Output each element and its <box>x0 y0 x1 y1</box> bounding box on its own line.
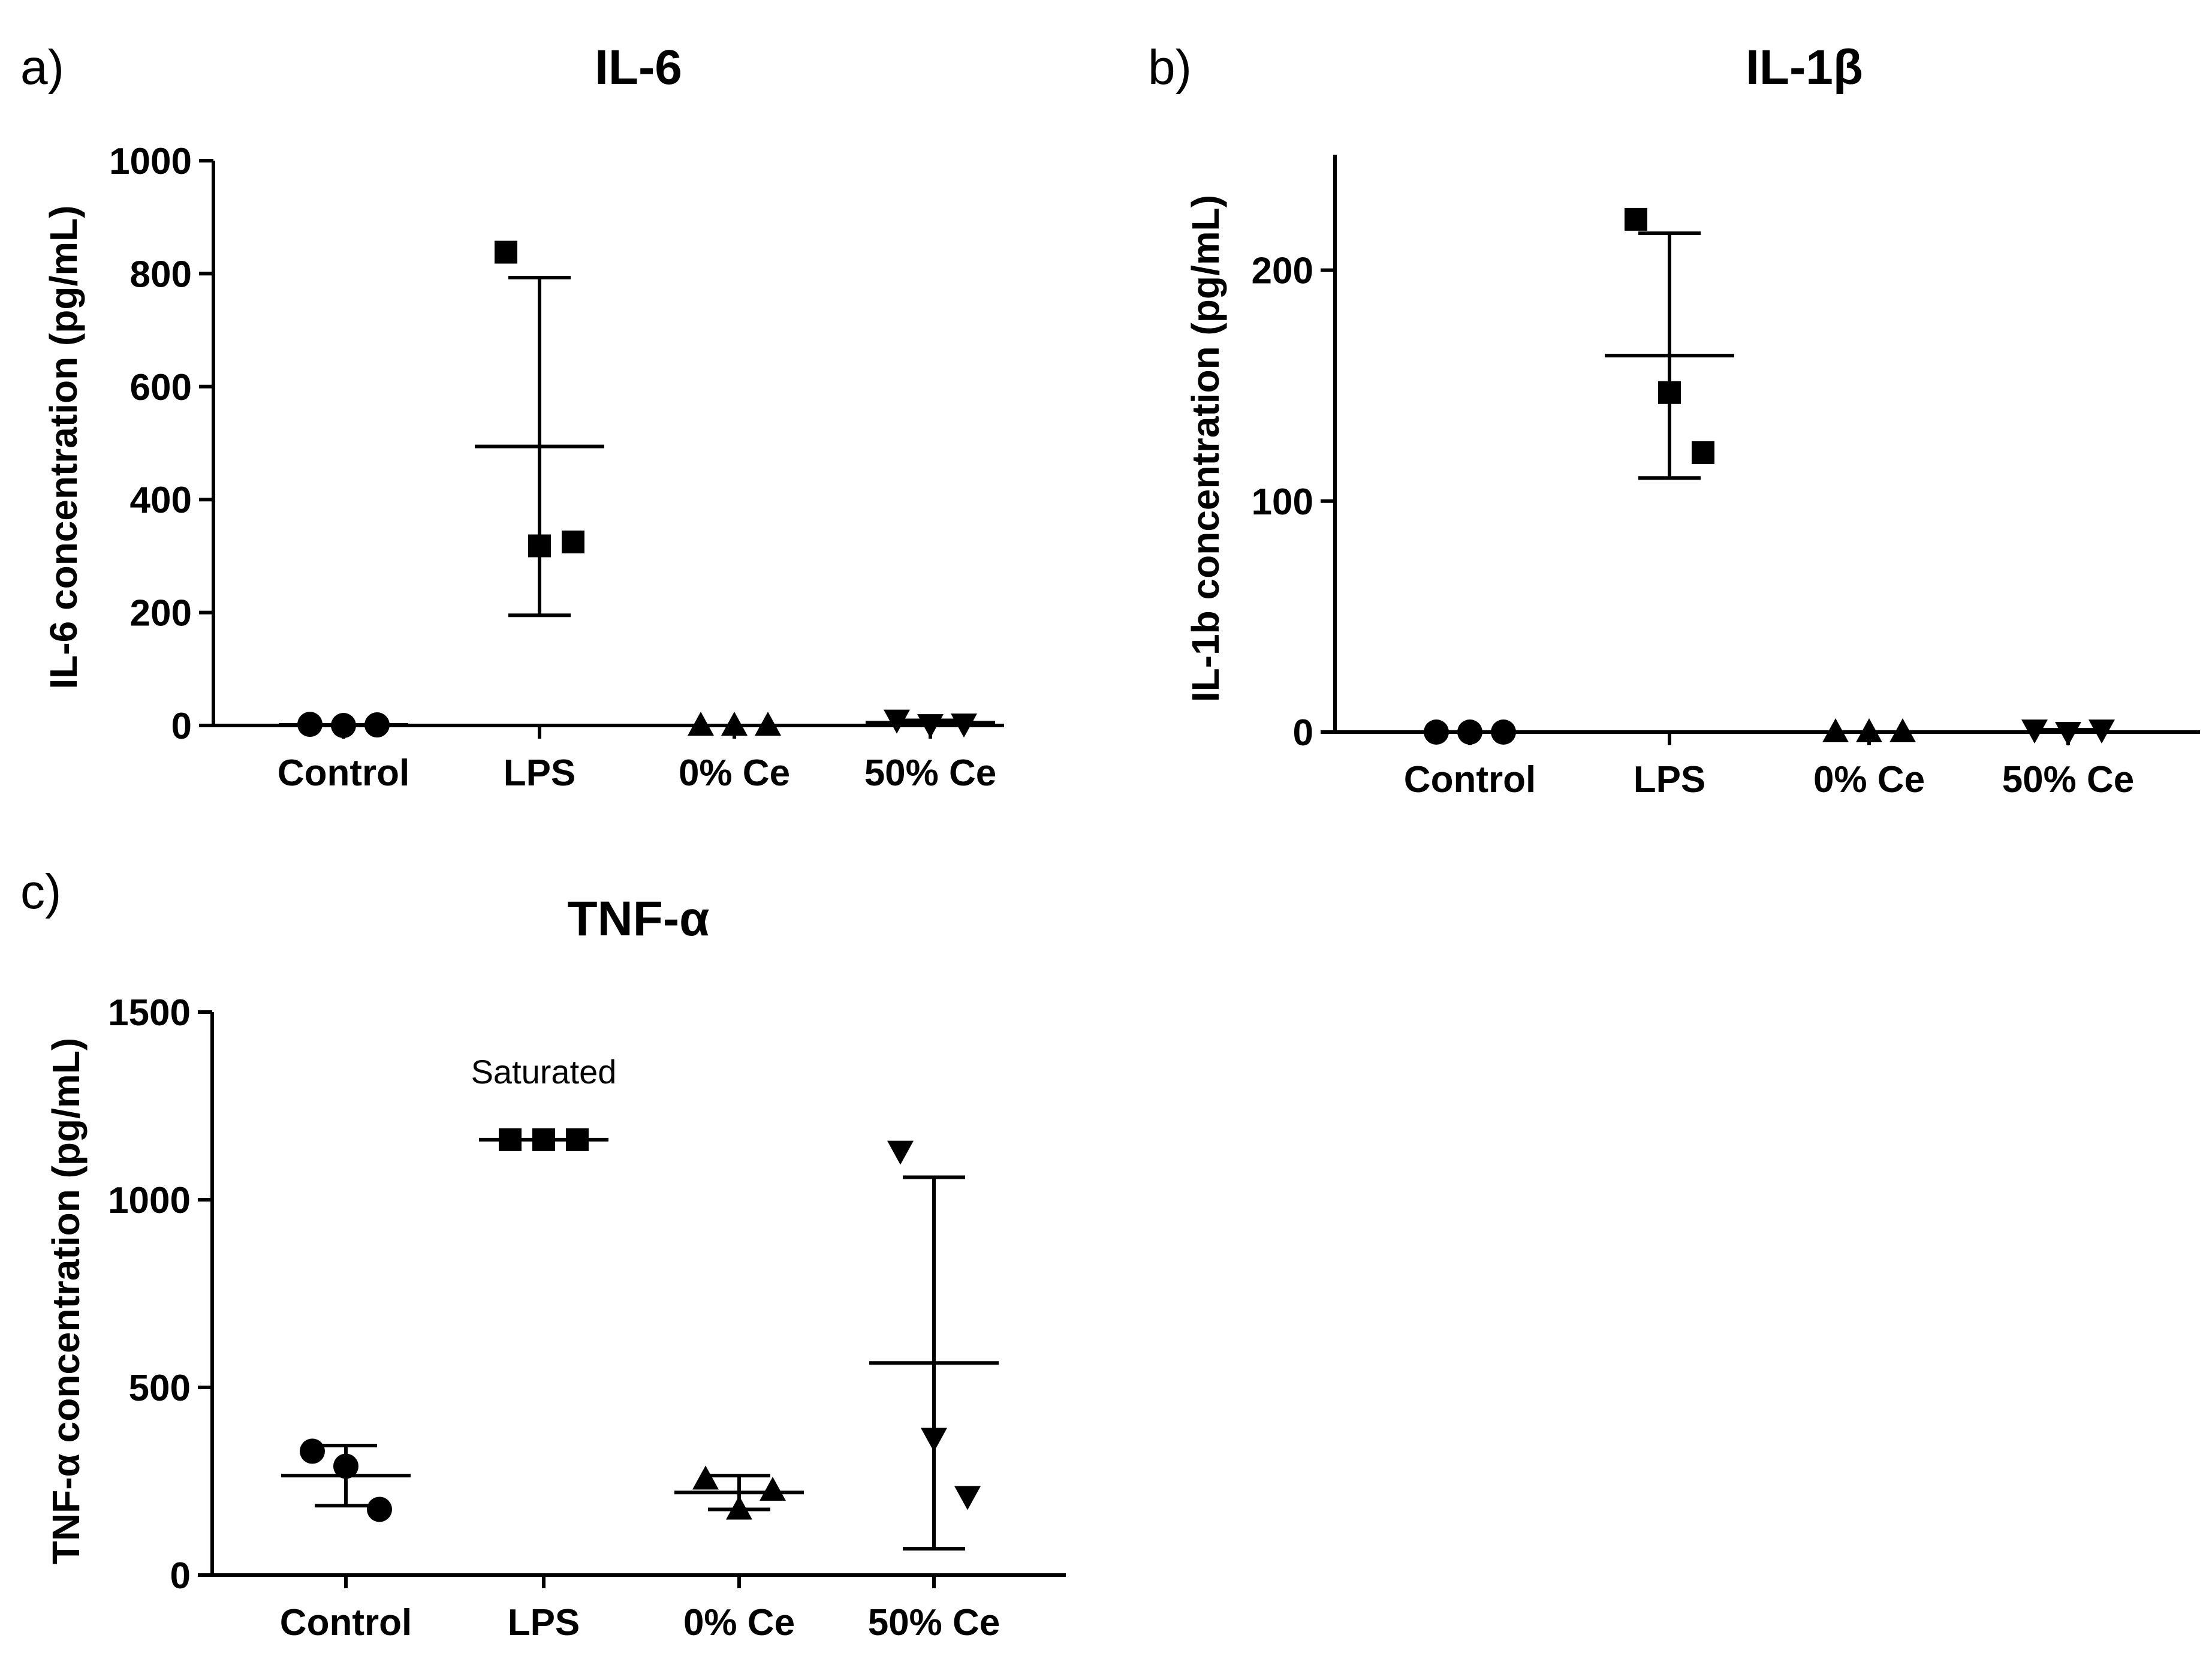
y-tick-label: 800 <box>130 254 192 295</box>
chart-title: IL-1β <box>1746 40 1863 95</box>
x-tick-label: 50% Ce <box>864 752 997 794</box>
data-point-square <box>562 530 584 553</box>
data-point-circle <box>1424 719 1449 745</box>
data-point-triangle-up <box>1889 718 1916 742</box>
y-tick-label: 200 <box>1252 251 1313 292</box>
data-point-triangle-up <box>726 1495 752 1520</box>
x-tick-label: 0% Ce <box>683 1602 795 1643</box>
data-point-square <box>528 534 551 558</box>
x-tick-label: 0% Ce <box>1813 759 1925 800</box>
y-tick-label: 100 <box>1252 481 1313 523</box>
data-point-triangle-down <box>917 714 944 739</box>
data-point-square <box>499 1128 522 1151</box>
data-point-triangle-up <box>688 712 714 736</box>
data-point-triangle-up <box>1856 718 1882 742</box>
data-point-square <box>1692 441 1714 464</box>
panel-label: b) <box>1148 40 1192 95</box>
y-tick-label: 0 <box>1293 712 1313 754</box>
x-tick-label: 50% Ce <box>868 1602 1000 1643</box>
panel-c-tnfa: c) TNF-α TNF-α concentration (pg/mL) 0 50… <box>20 865 1066 1643</box>
data-point-triangle-down <box>921 1428 947 1452</box>
data-point-triangle-up <box>692 1465 719 1490</box>
data-point-triangle-down <box>2055 722 2081 746</box>
x-tick-label: Control <box>278 752 409 794</box>
y-axis-label: TNF-α concentration (pg/mL) <box>44 1038 88 1564</box>
x-tick-label: LPS <box>504 752 576 794</box>
panel-label: c) <box>20 865 61 919</box>
data-point-circle <box>1491 719 1516 745</box>
data-point-triangle-up <box>760 1477 786 1501</box>
data-point-triangle-down <box>951 713 977 738</box>
y-axis-label: IL-1b concentration (pg/mL) <box>1184 195 1227 702</box>
x-tick-label: Control <box>280 1602 412 1643</box>
x-tick-label: 0% Ce <box>679 752 790 794</box>
chart-title: TNF-α <box>567 892 709 946</box>
data-point-circle <box>367 1497 392 1522</box>
data-point-square <box>495 240 517 264</box>
data-point-circle <box>300 1438 325 1464</box>
data-point-triangle-down <box>2089 719 2115 744</box>
data-point-triangle-up <box>755 712 781 736</box>
y-tick-label: 0 <box>171 706 192 747</box>
panel-label: a) <box>20 40 64 95</box>
data-point-square <box>532 1128 555 1151</box>
data-point-triangle-down <box>884 709 910 734</box>
y-tick-label: 500 <box>129 1368 191 1409</box>
y-tick-label: 400 <box>130 480 192 521</box>
data-point-triangle-up <box>1822 718 1849 742</box>
data-point-triangle-down <box>887 1140 914 1165</box>
data-point-triangle-down <box>954 1486 981 1510</box>
y-tick-label: 1000 <box>109 141 192 182</box>
x-tick-label: LPS <box>1634 759 1706 800</box>
y-tick-label: 200 <box>130 593 192 634</box>
data-point-triangle-up <box>721 712 748 736</box>
data-point-circle <box>333 1453 358 1479</box>
panel-a-il6: a) IL-6 IL-6 concentration (pg/mL) 0 200 4… <box>20 40 1004 794</box>
panel-b-il1b: b) IL-1β IL-1b concentration (pg/mL) 0 10… <box>1148 40 2200 800</box>
data-point-square <box>566 1128 589 1151</box>
data-point-circle <box>1457 719 1482 745</box>
data-point-circle <box>364 712 390 738</box>
data-point-circle <box>331 713 356 738</box>
y-tick-label: 1000 <box>108 1180 191 1221</box>
chart-title: IL-6 <box>595 40 682 95</box>
y-tick-label: 0 <box>170 1555 191 1597</box>
data-point-triangle-down <box>2021 719 2048 744</box>
data-point-square <box>1625 207 1647 231</box>
x-tick-label: 50% Ce <box>2002 759 2135 800</box>
y-tick-label: 1500 <box>108 992 191 1034</box>
data-point-circle <box>297 712 323 737</box>
x-tick-label: Control <box>1404 759 1536 800</box>
data-point-square <box>1658 381 1681 404</box>
y-tick-label: 600 <box>130 367 192 408</box>
x-tick-label: LPS <box>508 1602 580 1643</box>
y-axis-label: IL-6 concentration (pg/mL) <box>42 205 85 689</box>
annotation-text: Saturated <box>471 1053 617 1091</box>
